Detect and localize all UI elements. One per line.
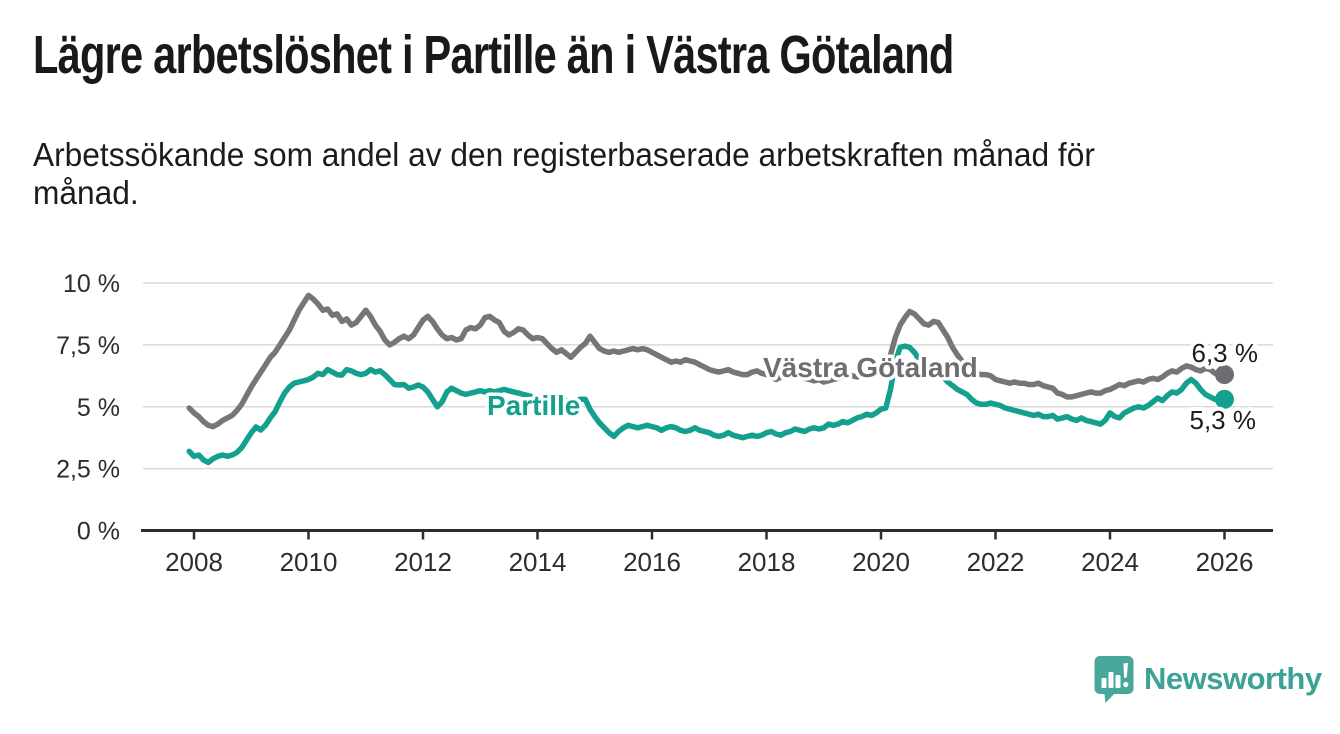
x-axis-label-2012: 2012 <box>394 547 452 577</box>
x-axis-label-2010: 2010 <box>280 547 338 577</box>
brand-name: Newsworthy <box>1144 661 1322 696</box>
bar-1 <box>1101 678 1107 688</box>
y-axis-label-2.5: 2,5 % <box>56 456 120 484</box>
x-axis-label-2016: 2016 <box>623 547 681 577</box>
series-label-partille: Partille <box>487 390 580 421</box>
x-axis-label-2024: 2024 <box>1081 547 1139 577</box>
axes: 0 % 2,5 % 5 % 7,5 % 10 % 2008 2010 2012 2014 2016… <box>56 270 1273 577</box>
y-axis-label-0: 0 % <box>77 518 120 546</box>
x-axis-label-2014: 2014 <box>509 547 567 577</box>
x-axis-label-2018: 2018 <box>738 547 796 577</box>
data-lines <box>186 292 1228 466</box>
bar-3 <box>1115 675 1121 688</box>
x-axis-label-2022: 2022 <box>967 547 1025 577</box>
exclamation-stem <box>1123 662 1128 678</box>
chart-subtitle: Arbetssökande som andel av den registerb… <box>33 136 1095 212</box>
endpoint-dot-partille <box>1215 389 1234 409</box>
y-axis-label-5: 5 % <box>77 394 120 422</box>
subtitle-line-2: månad. <box>33 174 139 211</box>
page-title: Lägre arbetslöshet i Partille än i Västr… <box>33 25 954 85</box>
end-value-vastra-gotaland: 6,3 % <box>1192 338 1259 368</box>
bar-2 <box>1108 672 1114 688</box>
y-axis-label-10: 10 % <box>63 270 120 298</box>
line-v-stra-g-taland <box>186 292 1228 430</box>
bar-chart-speech-bubble-icon <box>1094 656 1134 703</box>
series-label-vastra-gotaland: Västra Götaland <box>763 352 978 383</box>
x-axis-label-2026: 2026 <box>1196 547 1254 577</box>
endpoint-dot-vastra-gotaland <box>1215 365 1234 385</box>
gridlines <box>143 282 1273 470</box>
line-partille <box>186 343 1228 466</box>
subtitle-line-1: Arbetssökande som andel av den registerb… <box>33 136 1095 173</box>
exclamation-dot <box>1123 681 1129 688</box>
end-value-partille: 5,3 % <box>1190 405 1257 435</box>
x-axis-label-2008: 2008 <box>165 547 223 577</box>
newsworthy-brand: Newsworthy <box>1093 654 1322 704</box>
x-axis-label-2020: 2020 <box>852 547 910 577</box>
y-axis-label-7.5: 7,5 % <box>56 332 120 360</box>
